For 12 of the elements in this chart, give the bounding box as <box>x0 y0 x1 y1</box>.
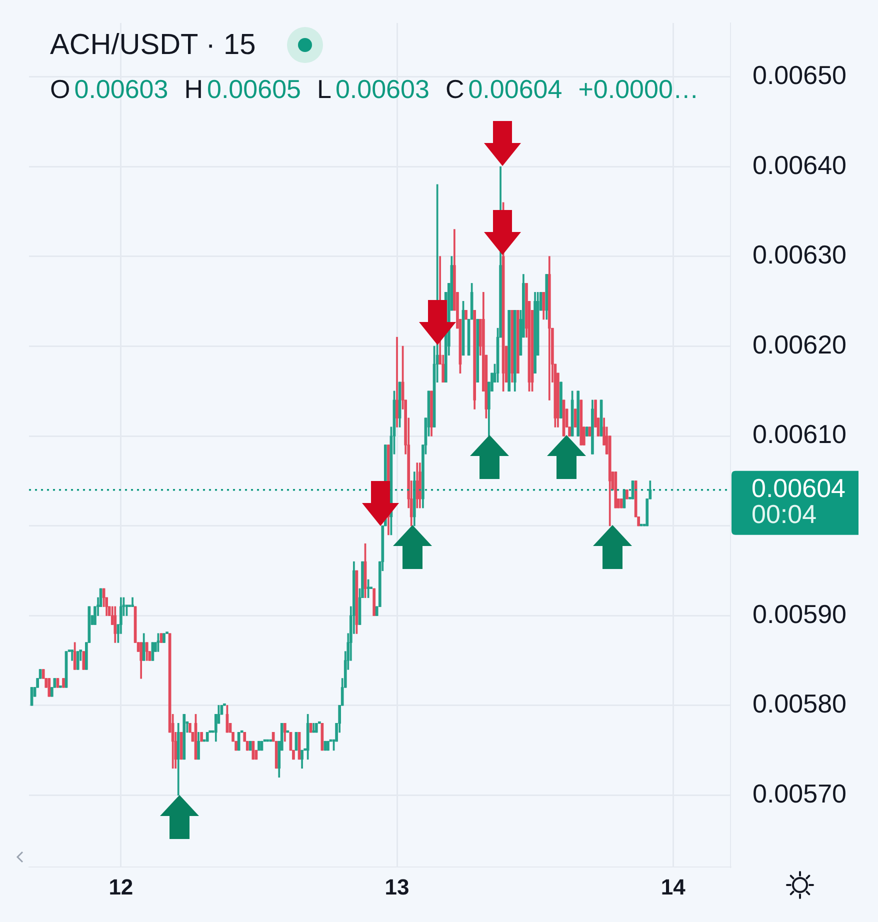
chart-title: ACH/USDT · 15 <box>50 28 256 63</box>
x-tick-label: 13 <box>384 874 410 900</box>
y-tick-label: 0.00640 <box>752 150 846 180</box>
y-tick-label: 0.00590 <box>752 598 846 629</box>
y-tick-label: 0.00610 <box>752 419 846 450</box>
y-tick-label: 0.00630 <box>752 240 846 270</box>
y-tick-label: 0.00570 <box>752 778 846 808</box>
x-tick-label: 14 <box>660 874 686 900</box>
x-tick-label: 12 <box>108 874 134 900</box>
y-tick-label: 0.00580 <box>752 688 846 719</box>
y-tick-label: 0.00620 <box>752 329 846 360</box>
y-tick-label: 0.00650 <box>752 60 846 90</box>
